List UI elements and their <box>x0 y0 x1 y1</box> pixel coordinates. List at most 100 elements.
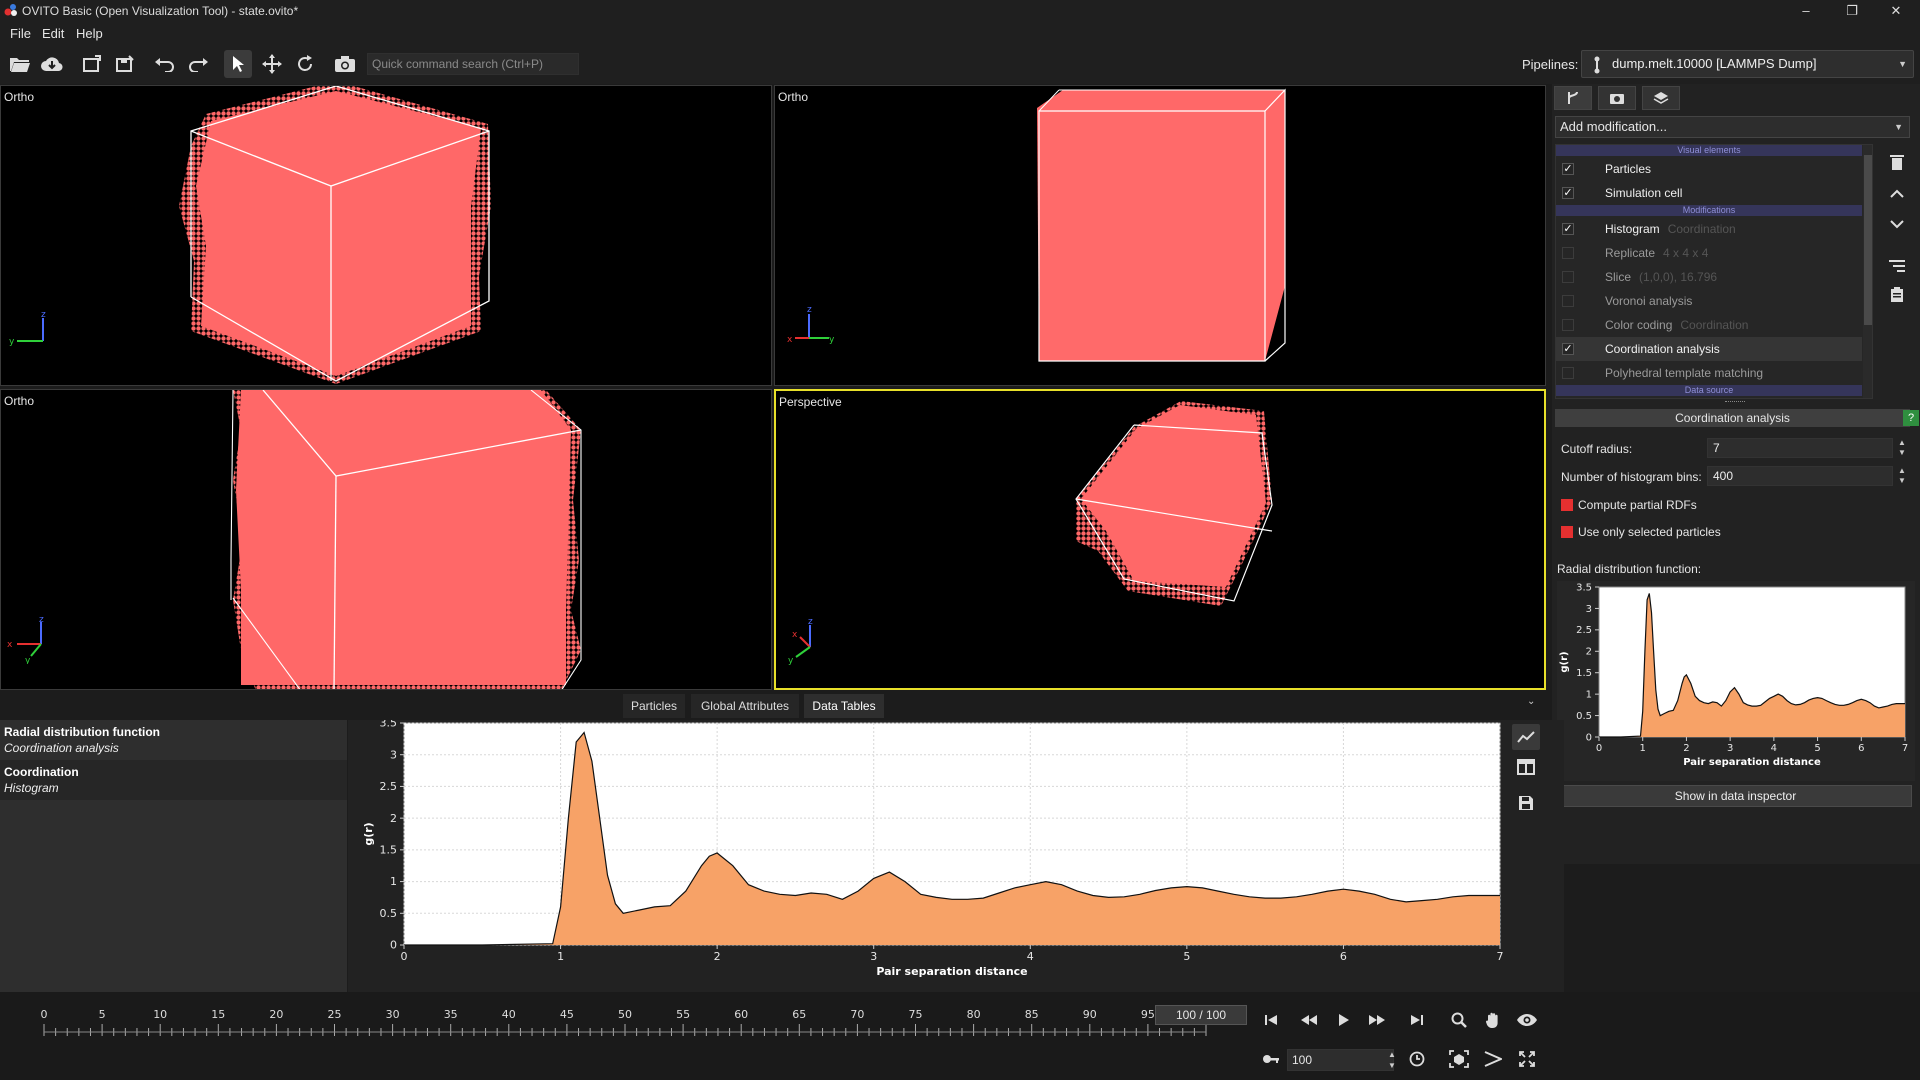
splitter-handle[interactable] <box>1725 401 1745 404</box>
clock-icon <box>1409 1051 1425 1067</box>
pipeline-select[interactable]: dump.melt.10000 [LAMMPS Dump] ▼ <box>1581 50 1914 78</box>
pipeline-item-particles[interactable]: ✓ Particles <box>1556 157 1862 181</box>
pipeline-item-polyhedral-template-matching[interactable]: Polyhedral template matching <box>1556 361 1862 385</box>
redo-button[interactable] <box>184 50 212 78</box>
rdf-chart: 0 1 2 3 4 5 6 7 0 0.5 1 1.5 2 2.5 3 3.5 Pair separation … <box>362 720 1504 978</box>
tab-render[interactable] <box>1598 86 1636 110</box>
pipeline-item-slice[interactable]: Slice (1,0,0), 16.796 <box>1556 265 1862 289</box>
render-button[interactable] <box>331 50 359 78</box>
pipeline-item-checkbox[interactable] <box>1562 247 1574 259</box>
y-tick-label: 2 <box>1586 647 1592 658</box>
cutoff-radius-spinner[interactable]: ▲ ▼ <box>1898 438 1906 457</box>
close-button[interactable]: ✕ <box>1890 3 1902 18</box>
viewport-top-right[interactable]: Ortho z y x <box>774 85 1546 386</box>
auto-key-button[interactable] <box>1258 1046 1284 1072</box>
orbit-button[interactable] <box>1514 1007 1540 1033</box>
pipeline-item-checkbox[interactable] <box>1562 367 1574 379</box>
pipeline-item-replicate[interactable]: Replicate 4 x 4 x 4 <box>1556 241 1862 265</box>
axis-tripod-icon: z y <box>9 310 46 347</box>
pipeline-item-checkbox[interactable]: ✓ <box>1562 223 1574 235</box>
add-modification-dropdown[interactable]: Add modification... ▼ <box>1555 116 1910 138</box>
time-slider[interactable]: 0 5 10 15 20 25 30 35 40 45 50 55 60 65 70 75 80 85 90 95 <box>0 992 1250 1044</box>
viewport-caption[interactable]: Ortho <box>4 90 35 104</box>
tab-overlays[interactable] <box>1642 86 1680 110</box>
zoom-button[interactable] <box>1446 1007 1472 1033</box>
goto-end-button[interactable] <box>1404 1007 1430 1033</box>
menu-help[interactable]: Help <box>76 26 103 41</box>
help-button[interactable]: ? <box>1903 410 1919 426</box>
tab-global-attributes[interactable]: Global Attributes <box>691 694 799 718</box>
move-down-button[interactable] <box>1885 212 1909 236</box>
cutoff-radius-input[interactable]: 7 <box>1707 438 1893 458</box>
pipeline-item-color-coding[interactable]: Color coding Coordination <box>1556 313 1862 337</box>
collapse-inspector-icon[interactable]: ⌄ <box>1527 696 1536 707</box>
pipeline-item-checkbox[interactable] <box>1562 271 1574 283</box>
pipeline-item-histogram[interactable]: ✓ Histogram Coordination <box>1556 217 1862 241</box>
viewport-bottom-left[interactable]: Ortho z x y <box>0 389 772 690</box>
pipeline-item-checkbox[interactable]: ✓ <box>1562 163 1574 175</box>
tab-pipeline[interactable] <box>1554 86 1592 110</box>
modifier-panel-title: Coordination analysis <box>1555 409 1910 427</box>
time-slider-handle[interactable]: 100 / 100 <box>1155 1005 1247 1025</box>
pipeline-item-simulation-cell[interactable]: ✓ Simulation cell <box>1556 181 1862 205</box>
list-item[interactable]: Radial distribution function Coordinatio… <box>0 720 347 760</box>
delete-modifier-button[interactable] <box>1885 150 1909 174</box>
selection-mode-button[interactable] <box>224 50 252 78</box>
list-item[interactable]: Coordination Histogram <box>0 760 347 800</box>
x-tick-label: 1 <box>557 950 564 963</box>
open-file-button[interactable] <box>6 50 34 78</box>
fov-button[interactable] <box>1480 1046 1506 1072</box>
axis-label-y: y <box>25 656 31 664</box>
previous-frame-button[interactable] <box>1296 1007 1322 1033</box>
viewport-caption[interactable]: Ortho <box>778 90 809 104</box>
histogram-bins-spinner[interactable]: ▲ ▼ <box>1898 466 1906 485</box>
viewport-perspective[interactable]: Perspective z x y <box>774 389 1546 690</box>
goto-start-button[interactable] <box>1258 1007 1284 1033</box>
play-button[interactable] <box>1331 1007 1357 1033</box>
pipeline-item-checkbox[interactable]: ✓ <box>1562 187 1574 199</box>
maximize-button[interactable]: ❐ <box>1846 3 1858 18</box>
move-up-button[interactable] <box>1885 182 1909 206</box>
histogram-bins-input[interactable]: 400 <box>1707 466 1893 486</box>
new-session-button[interactable] <box>78 50 106 78</box>
menu-edit[interactable]: Edit <box>42 26 65 41</box>
save-session-button[interactable] <box>111 50 139 78</box>
tab-particles[interactable]: Particles <box>623 694 685 718</box>
viewport-caption[interactable]: Perspective <box>779 395 842 409</box>
clipboard-button[interactable] <box>1885 282 1909 306</box>
compute-partial-rdfs-checkbox[interactable] <box>1561 499 1573 511</box>
maximize-viewport-button[interactable] <box>1514 1046 1540 1072</box>
export-table-button[interactable] <box>1512 790 1540 816</box>
viewport-top-left[interactable]: Ortho z y <box>0 85 772 386</box>
hand-icon <box>1485 1012 1498 1028</box>
show-in-data-inspector-button[interactable]: Show in data inspector <box>1559 785 1912 807</box>
pipeline-item-checkbox[interactable] <box>1562 319 1574 331</box>
rotate-mode-button[interactable] <box>291 50 319 78</box>
pipeline-item-checkbox[interactable]: ✓ <box>1562 343 1574 355</box>
zoom-scene-extents-button[interactable] <box>1446 1046 1472 1072</box>
next-frame-button[interactable] <box>1364 1007 1390 1033</box>
use-only-selected-checkbox[interactable] <box>1561 526 1573 538</box>
pipeline-item-coordination-analysis[interactable]: ✓ Coordination analysis <box>1556 337 1862 361</box>
load-remote-button[interactable] <box>38 50 66 78</box>
frame-spinner[interactable]: ▲ ▼ <box>1388 1050 1396 1070</box>
pipeline-item-voronoi-analysis[interactable]: Voronoi analysis <box>1556 289 1862 313</box>
pan-button[interactable] <box>1480 1007 1506 1033</box>
viewport-caption[interactable]: Ortho <box>4 394 35 408</box>
tab-data-tables[interactable]: Data Tables <box>804 694 884 718</box>
animation-settings-button[interactable] <box>1404 1046 1430 1072</box>
undo-button[interactable] <box>151 50 179 78</box>
current-frame-input[interactable]: 100 <box>1287 1049 1394 1071</box>
pipeline-list-scrollbar[interactable] <box>1863 145 1872 398</box>
command-search-input[interactable] <box>367 53 579 75</box>
move-mode-button[interactable] <box>258 50 286 78</box>
scrollbar-thumb[interactable] <box>1864 155 1872 325</box>
table-view-button[interactable] <box>1512 754 1540 780</box>
pipeline-item-checkbox[interactable] <box>1562 295 1574 307</box>
modifier-templates-button[interactable] <box>1885 254 1909 278</box>
add-modification-label: Add modification... <box>1560 119 1667 134</box>
plot-view-button[interactable] <box>1512 724 1540 750</box>
pipeline-item-label: Simulation cell <box>1605 186 1683 200</box>
minimize-button[interactable]: – <box>1802 3 1810 18</box>
menu-file[interactable]: File <box>10 26 31 41</box>
